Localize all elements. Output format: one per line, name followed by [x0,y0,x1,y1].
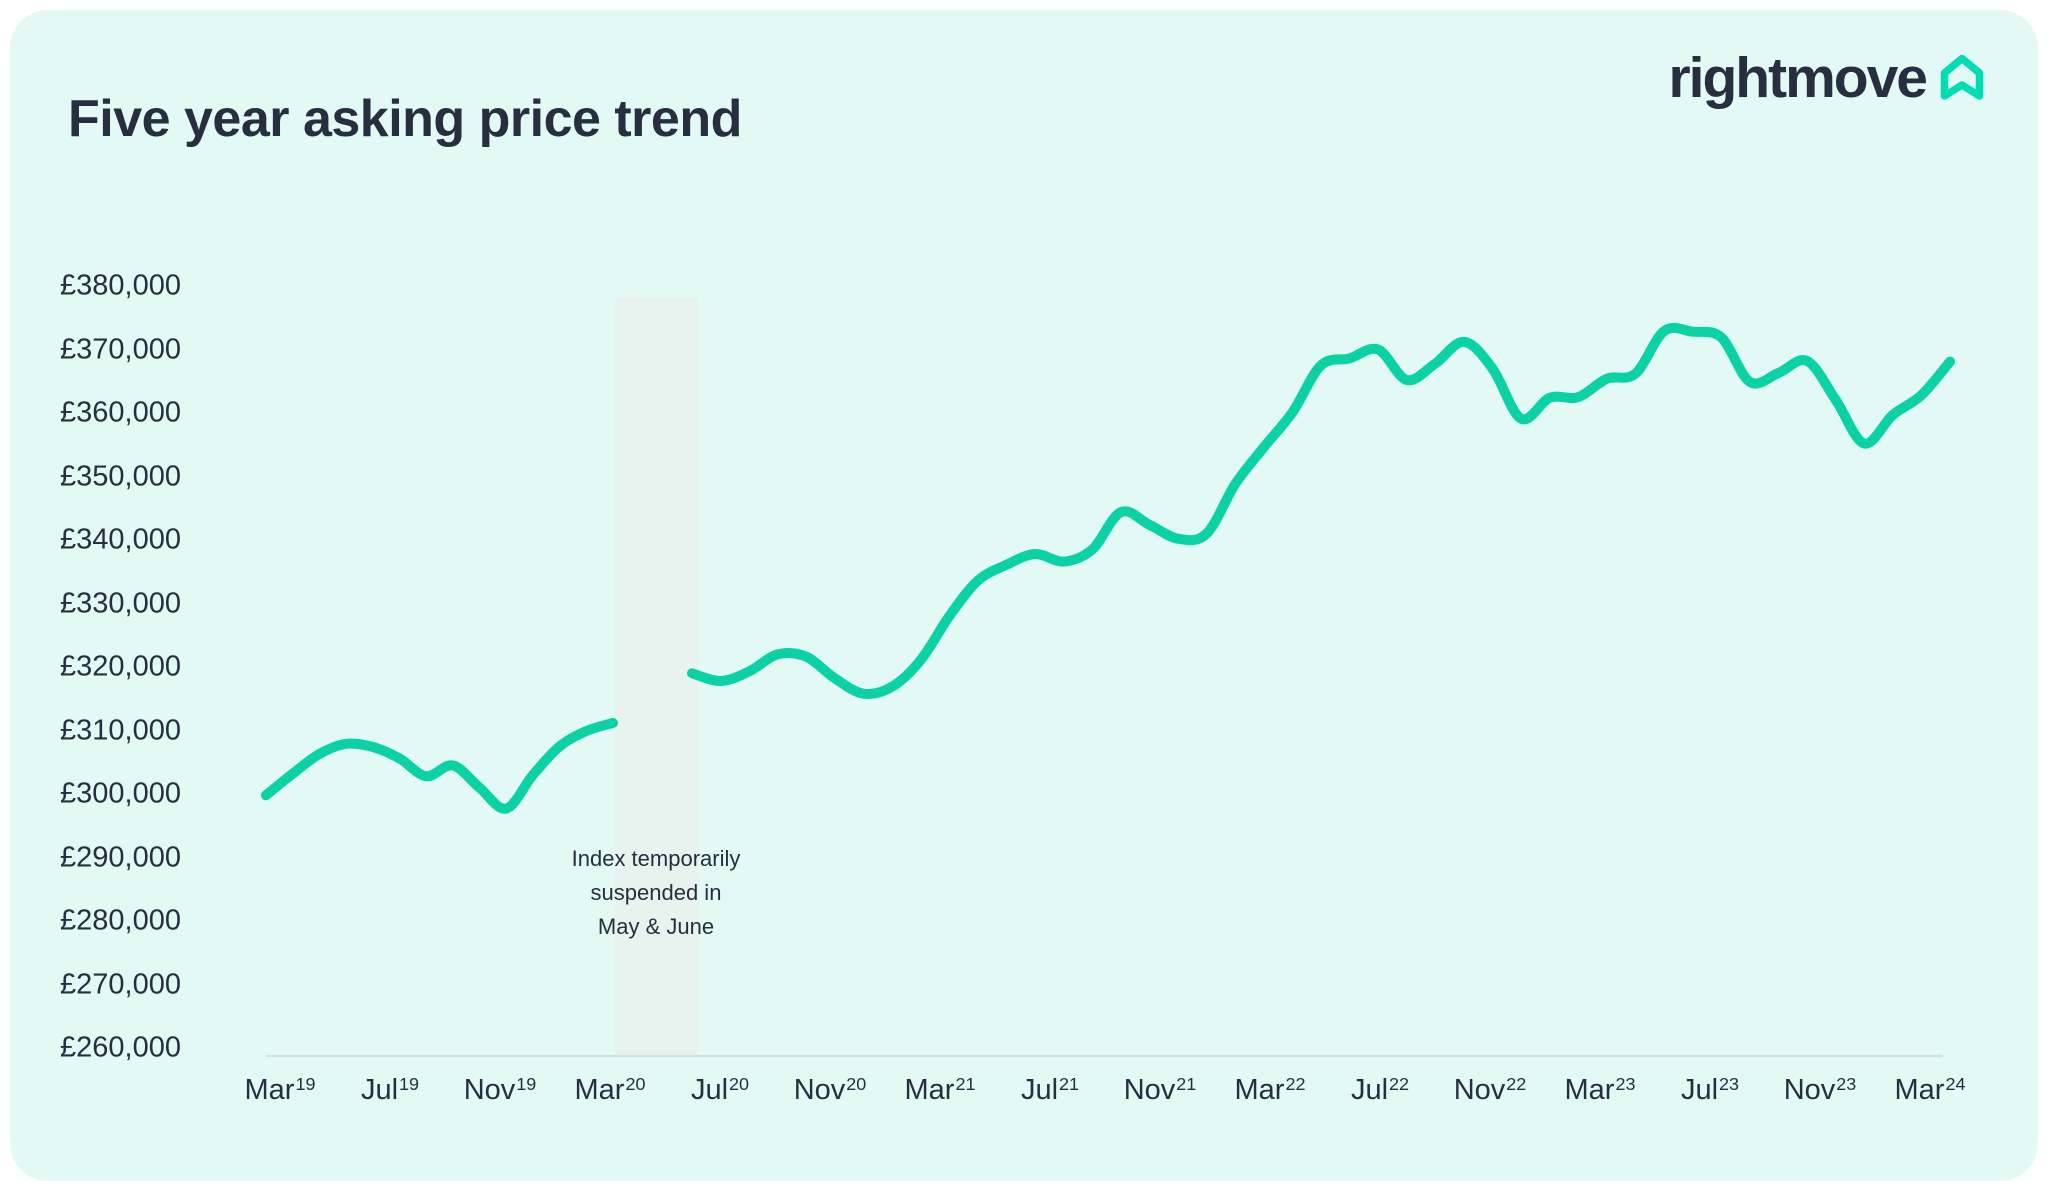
suspension-annotation-line: May & June [597,914,715,939]
y-axis-tick-label: £320,000 [60,650,181,683]
rightmove-logo: rightmove [1668,46,1986,110]
suspension-annotation-line: Index temporarily [571,846,741,871]
y-axis-tick-label: £260,000 [60,1031,181,1064]
x-axis-tick-label: Nov20 [793,1074,867,1106]
x-axis-tick-label: Mar19 [244,1074,316,1106]
rightmove-logo-text: rightmove [1668,46,1928,110]
x-axis-tick-label: Mar22 [1234,1074,1306,1106]
y-axis-tick-label: £330,000 [60,587,181,619]
index-suspension-band [615,298,698,1056]
suspension-annotation: Index temporarily suspended in May & Jun… [506,842,806,944]
y-axis-tick-label: £340,000 [60,523,181,556]
x-axis-tick-label: Jul19 [360,1074,420,1106]
x-axis-tick-label: Nov19 [463,1074,537,1106]
y-axis-tick-label: £360,000 [60,396,181,429]
y-axis-tick-label: £280,000 [60,904,181,937]
x-axis-tick-label: Jul23 [1680,1074,1740,1106]
x-axis-tick-label: Nov23 [1783,1074,1857,1106]
house-icon-path [1940,55,1984,100]
x-axis-tick-label: Mar23 [1564,1074,1636,1106]
y-axis-tick-label: £380,000 [60,269,181,302]
x-axis-tick-label: Mar24 [1894,1074,1966,1106]
x-axis-tick-label: Jul21 [1020,1074,1080,1106]
y-axis-tick-label: £350,000 [60,460,181,492]
y-axis-tick-label: £270,000 [60,968,181,1000]
x-axis-tick-label: Mar21 [904,1074,976,1106]
x-axis-tick-label: Mar20 [574,1074,646,1106]
x-axis-tick-label: Nov21 [1123,1074,1197,1106]
suspension-annotation-line: suspended in [590,880,722,905]
chart-card [10,10,2038,1181]
y-axis-tick-label: £310,000 [60,714,181,746]
y-axis-tick-label: £300,000 [60,777,181,810]
rightmove-house-icon [1940,55,1984,100]
y-axis-tick-label: £290,000 [60,841,181,873]
y-axis-tick-label: £370,000 [60,333,181,365]
page-title: Five year asking price trend [68,89,742,148]
x-axis-tick-label: Jul20 [690,1074,750,1106]
x-axis-tick-label: Nov22 [1453,1074,1527,1106]
x-axis-line [266,1055,1943,1057]
x-axis-tick-label: Jul22 [1350,1074,1410,1106]
